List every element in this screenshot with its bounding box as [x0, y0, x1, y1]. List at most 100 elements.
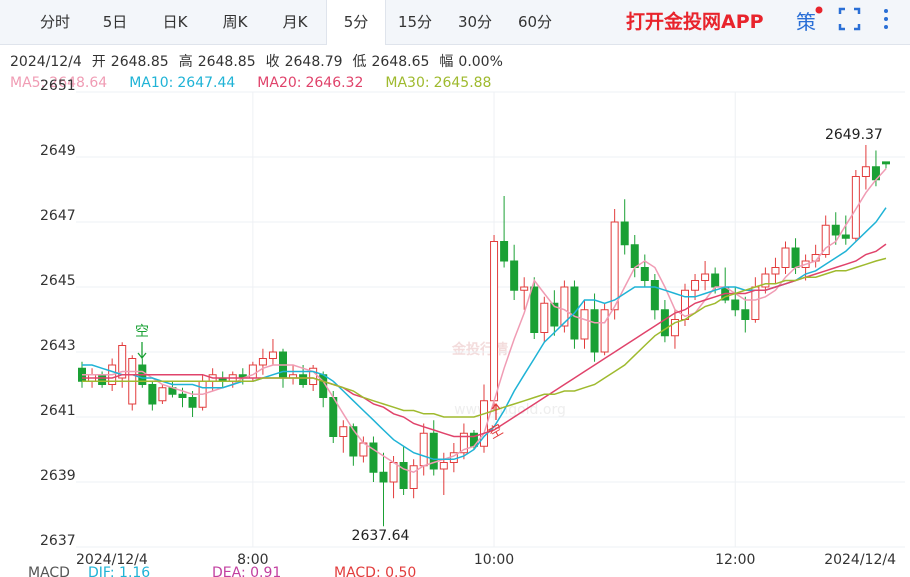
- candle-body: [540, 302, 549, 333]
- candle-body: [429, 432, 438, 470]
- info-label: 高: [179, 53, 193, 70]
- x-tick-label: 2024/12/4: [76, 552, 148, 568]
- indicator-label: MACD: 0.50: [334, 565, 416, 577]
- signal-label: 空: [486, 422, 506, 443]
- watermark: www.cngold.org: [454, 402, 566, 418]
- candle-body: [701, 273, 710, 281]
- signal-arrow: [491, 402, 501, 420]
- candle-body: [409, 465, 418, 489]
- x-tick-label: 12:00: [715, 552, 755, 568]
- candle-body: [841, 234, 850, 239]
- candle-body: [610, 221, 619, 311]
- tab[interactable]: 日K: [162, 13, 188, 31]
- candle-body: [630, 244, 639, 268]
- x-tick-label: 2024/12/4: [824, 552, 896, 568]
- watermark: 金投行情: [451, 341, 508, 358]
- candle-body: [500, 241, 509, 262]
- y-tick-label: 2645: [40, 273, 76, 289]
- candle-body: [821, 224, 830, 255]
- candle-body: [459, 432, 468, 454]
- candle-body: [731, 299, 740, 311]
- candle-body: [831, 224, 840, 236]
- candle-body: [640, 267, 649, 281]
- candle-body: [399, 462, 408, 489]
- candle-body: [660, 309, 669, 337]
- info-value: 2648.79: [285, 54, 343, 70]
- legend-name: MA30:: [385, 75, 429, 91]
- tab[interactable]: 周K: [222, 13, 248, 31]
- indicator-label: MACD: [28, 565, 70, 577]
- candle-body: [309, 367, 318, 385]
- candle-body: [861, 166, 870, 177]
- app-link[interactable]: 打开金投网APP: [626, 11, 764, 33]
- legend-name: MA20:: [257, 75, 301, 91]
- candle-body: [560, 286, 569, 327]
- candle-body: [490, 241, 499, 402]
- signal-arrow: [137, 342, 147, 360]
- candle-body: [620, 221, 629, 246]
- candle-body: [761, 273, 770, 288]
- badge: [815, 6, 823, 14]
- candle-body: [590, 309, 599, 353]
- candle-body: [98, 374, 107, 385]
- ma-line: [82, 257, 887, 418]
- x-tick-label: 8:00: [237, 552, 268, 568]
- candle-body: [379, 471, 388, 483]
- ma-line: [82, 207, 887, 461]
- tab[interactable]: 月K: [282, 13, 308, 31]
- y-tick-label: 2649: [40, 143, 76, 159]
- legend-name: MA5:: [10, 75, 45, 91]
- info-date: 2024/12/4: [10, 54, 82, 70]
- candle-body: [580, 309, 589, 340]
- candle-body: [118, 345, 127, 379]
- tab[interactable]: 5分: [326, 0, 386, 45]
- candle-body: [781, 247, 790, 268]
- candle-body: [670, 319, 679, 337]
- y-tick-label: 2637: [40, 533, 76, 549]
- y-tick-label: 2641: [40, 403, 76, 419]
- x-tick-label: 10:00: [474, 552, 514, 568]
- candle-body: [882, 161, 890, 165]
- info-row: 2024/12/4 开 2648.85 高 2648.85 收 2648.79 低 2648.6…: [10, 53, 503, 70]
- fullscreen-icon[interactable]: [838, 7, 861, 31]
- strategy-button[interactable]: 策: [796, 10, 816, 34]
- info-value: 2648.65: [372, 54, 430, 70]
- legend-name: MA10:: [129, 75, 173, 91]
- candle-body: [851, 176, 860, 239]
- candle-body: [711, 273, 720, 288]
- candle-body: [299, 374, 308, 385]
- candle-body: [530, 286, 539, 333]
- info-value: 0.00%: [458, 54, 502, 70]
- low-label: 2637.64: [352, 528, 410, 544]
- tab[interactable]: 15分: [397, 13, 433, 31]
- candle-body: [650, 280, 659, 311]
- candle-body: [741, 309, 750, 320]
- candle-body: [791, 247, 800, 268]
- candle-body: [188, 397, 197, 408]
- signal-label: 空: [135, 324, 149, 340]
- ma-line: [82, 243, 887, 438]
- candle-body: [510, 260, 519, 291]
- tab-bar: 打开金投网APP 策 分时 5日 日K 周K 月K 5分 15分 30分 60分: [0, 0, 910, 45]
- info-label: 收: [266, 54, 280, 70]
- legend-value: 2645.88: [434, 75, 492, 91]
- candle-body: [268, 351, 277, 359]
- tab[interactable]: 分时: [39, 13, 70, 31]
- candle-body: [158, 387, 167, 402]
- more-icon[interactable]: [884, 9, 888, 29]
- tab[interactable]: 60分: [517, 13, 553, 31]
- candle-body: [439, 462, 448, 470]
- indicator-label: DIF: 1.16: [88, 565, 150, 577]
- tab[interactable]: 30分: [457, 13, 493, 31]
- tab-icons: [815, 6, 888, 31]
- legend-value: 2648.64: [49, 75, 107, 91]
- candle-body: [349, 426, 358, 457]
- info-value: 2648.85: [111, 54, 169, 70]
- info-value: 2648.85: [198, 54, 256, 70]
- candle-body: [771, 267, 780, 275]
- candle-body: [550, 302, 559, 327]
- tab[interactable]: 5日: [102, 13, 128, 31]
- candle-body: [339, 426, 348, 437]
